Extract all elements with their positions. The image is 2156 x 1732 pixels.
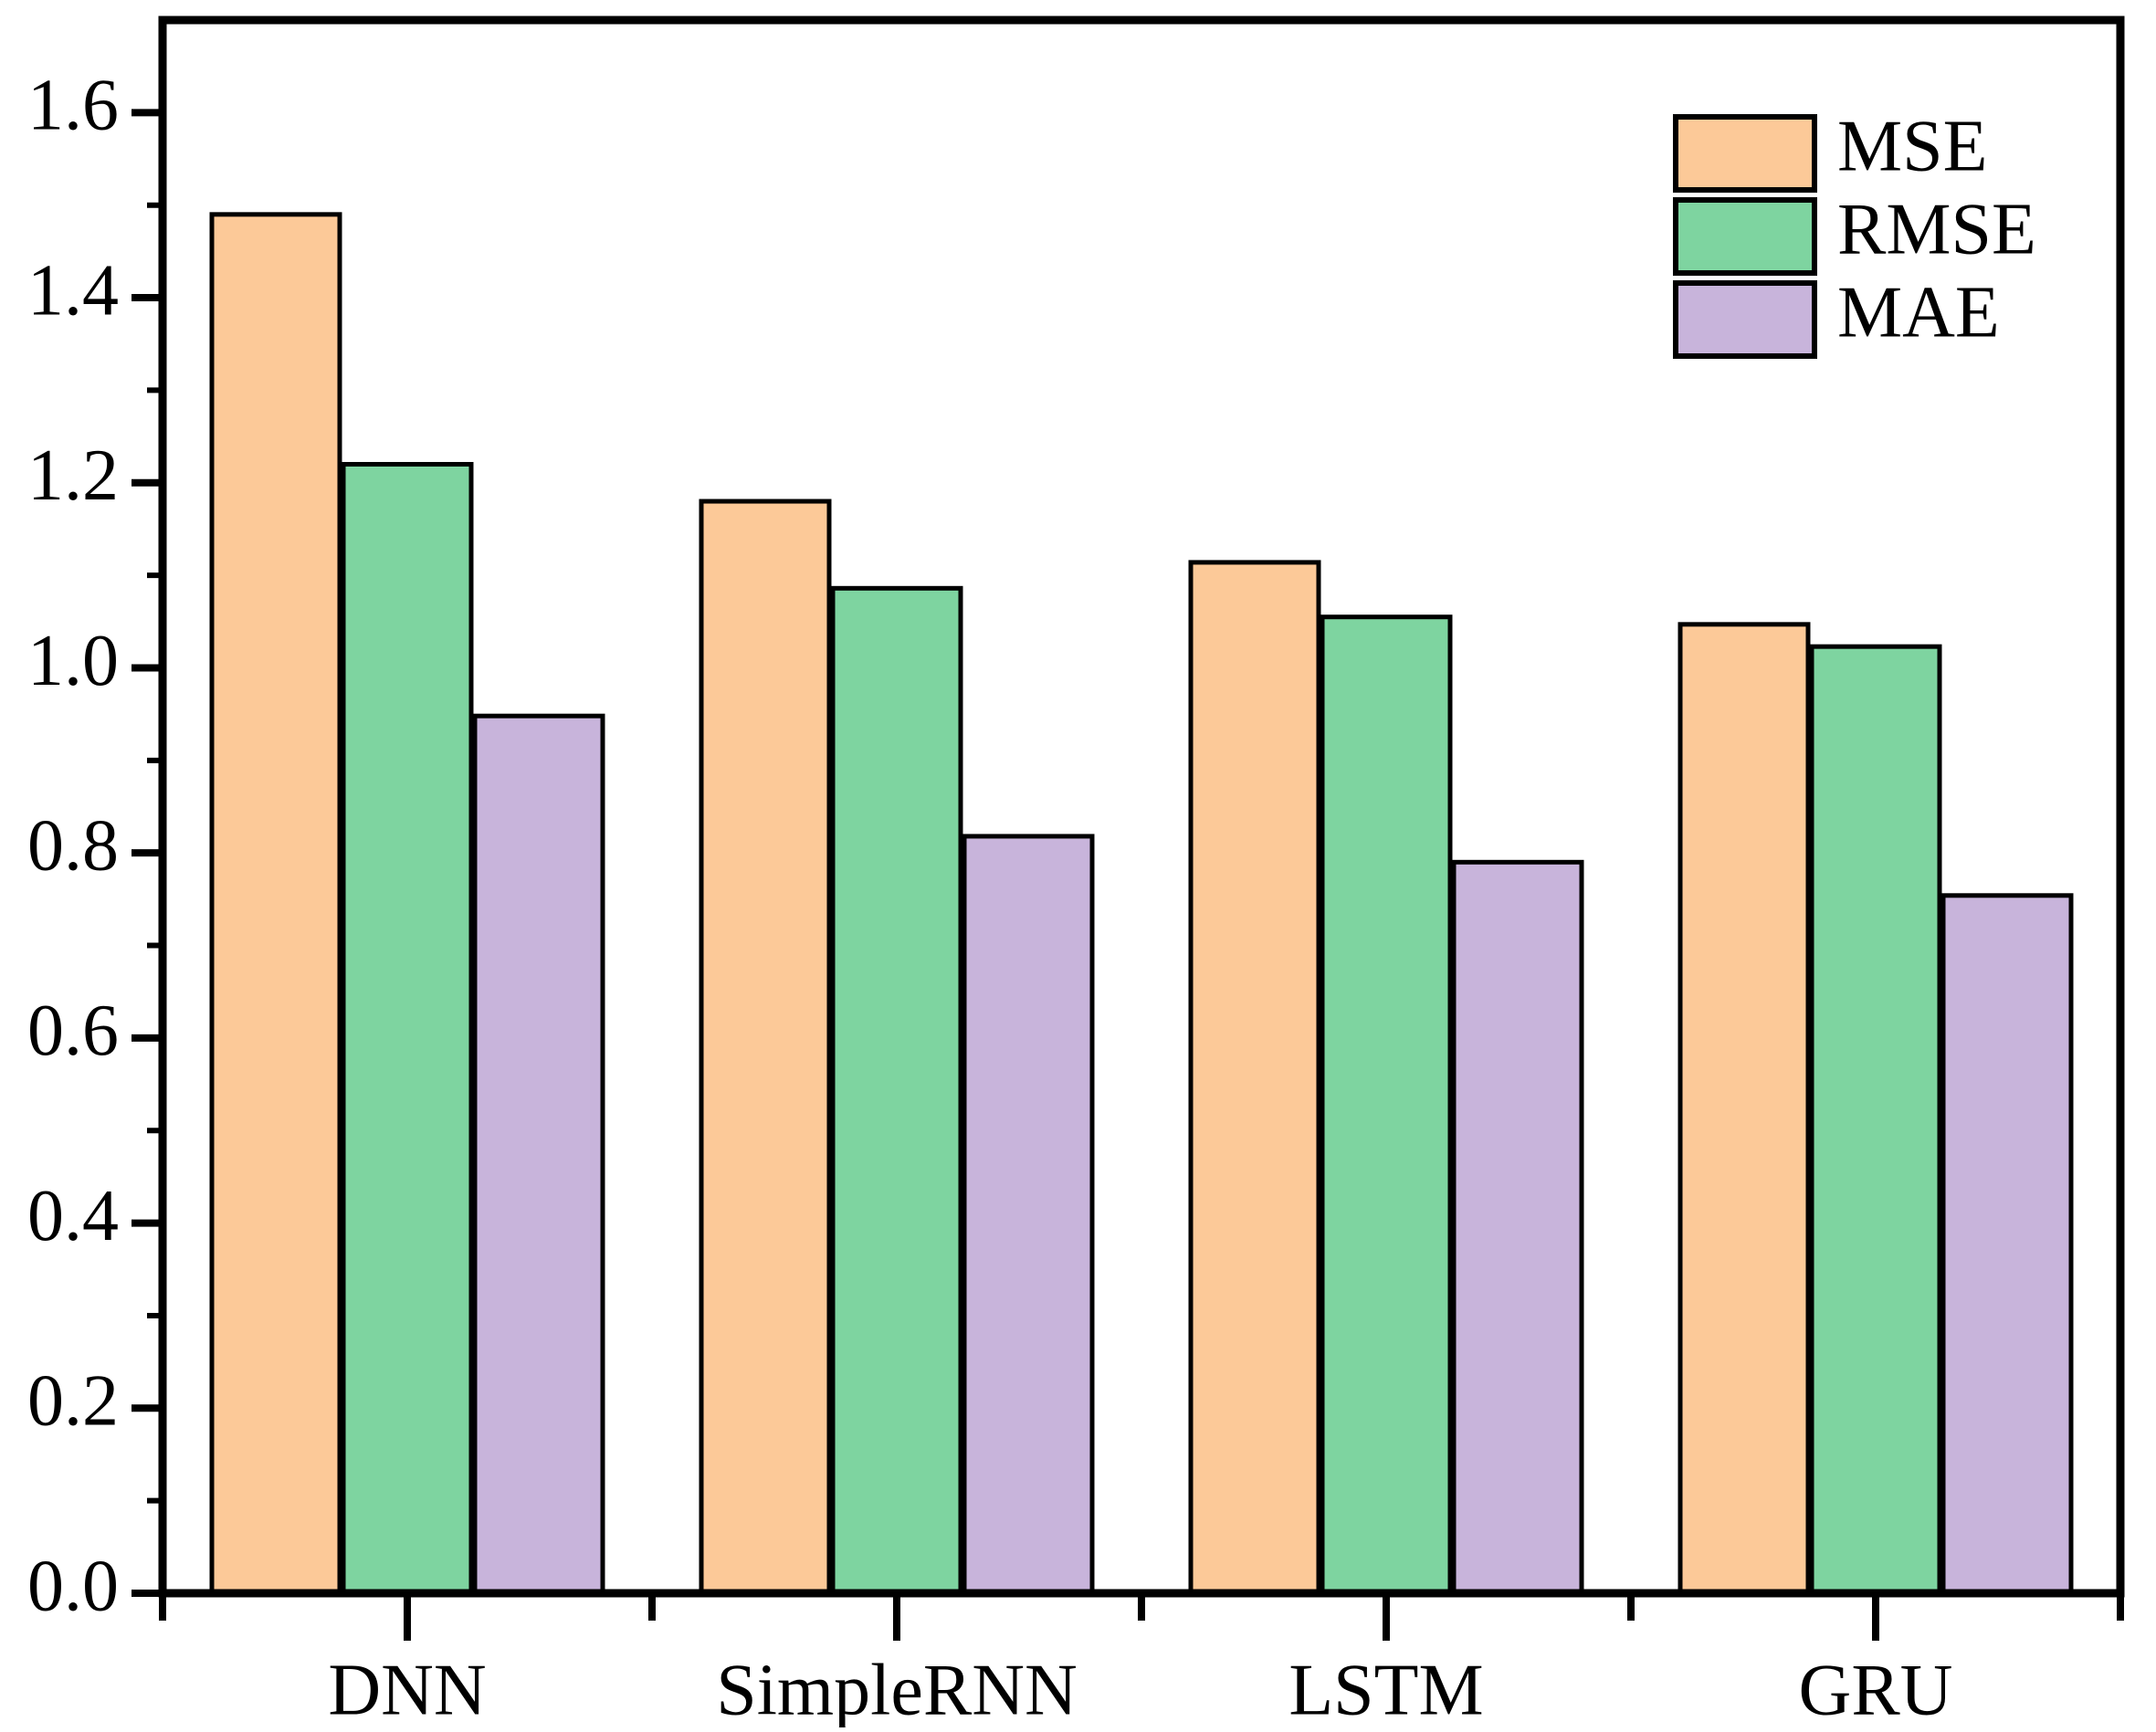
x-tick-label-lstm: LSTM [1288, 1650, 1483, 1727]
legend-label-mse: MSE [1837, 106, 1988, 186]
y-tick-label-1.2: 1.2 [27, 436, 119, 516]
bar-lstm-mae [1451, 859, 1584, 1596]
y-tick-label-0.8: 0.8 [27, 806, 119, 887]
bar-gru-mae [1940, 893, 2074, 1596]
bar-lstm-mse [1188, 560, 1321, 1596]
bar-simplernn-rmse [830, 585, 963, 1596]
y-tick-label-1.0: 1.0 [27, 621, 119, 701]
y-tick-label-1.4: 1.4 [27, 250, 119, 331]
bar-simplernn-mae [962, 834, 1095, 1596]
legend-label-rmse: RMSE [1837, 189, 2036, 269]
bar-dnn-rmse [341, 461, 474, 1596]
x-tick-label-simplernn: SimpleRNN [716, 1650, 1078, 1727]
legend-swatch-mae [1673, 280, 1817, 359]
y-tick-label-0.2: 0.2 [27, 1361, 119, 1442]
y-tick-label-0.6: 0.6 [27, 991, 119, 1071]
legend-label-mae: MAE [1837, 272, 2000, 352]
legend-swatch-mse [1673, 114, 1817, 193]
bar-gru-rmse [1809, 644, 1942, 1596]
x-tick-label-dnn: DNN [328, 1650, 486, 1727]
bar-dnn-mse [209, 212, 342, 1596]
y-tick-label-0.0: 0.0 [27, 1546, 119, 1626]
x-tick-label-gru: GRU [1799, 1650, 1953, 1727]
bar-simplernn-mse [699, 499, 832, 1596]
bar-lstm-rmse [1320, 614, 1453, 1596]
y-tick-label-0.4: 0.4 [27, 1176, 119, 1256]
y-tick-label-1.6: 1.6 [27, 66, 119, 146]
bar-gru-mse [1677, 622, 1811, 1596]
bar-dnn-mae [472, 713, 605, 1596]
plot-frame [158, 16, 2125, 1598]
legend-swatch-rmse [1673, 197, 1817, 276]
